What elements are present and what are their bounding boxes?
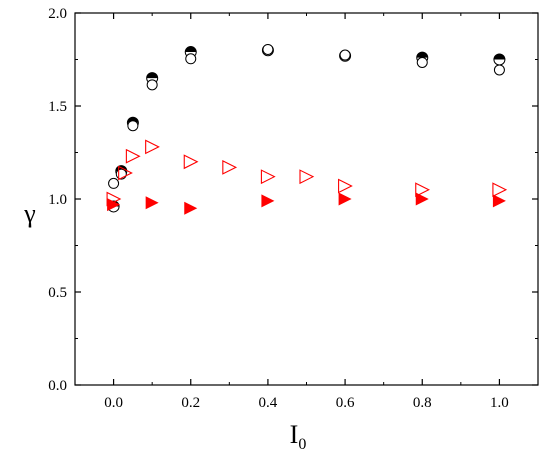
- y-tick-label: 2.0: [48, 6, 67, 22]
- x-axis-title-subscript: 0: [298, 436, 306, 453]
- x-tick-label: 0.2: [181, 395, 200, 411]
- open-circle-point: [108, 177, 120, 189]
- y-tick-label: 1.5: [48, 99, 67, 115]
- y-tick-label: 0.0: [48, 378, 67, 394]
- open-triangle-point: [222, 159, 238, 175]
- x-axis: 0.0 0.2 0.4 0.6 0.8 1.0: [74, 13, 539, 411]
- open-circle-point: [262, 43, 274, 55]
- open-triangle-point: [125, 148, 141, 164]
- filled-triangle-point: [338, 192, 352, 206]
- plot-frame: [74, 12, 539, 386]
- open-triangle-point: [415, 182, 430, 198]
- filled-triangle-point: [184, 201, 198, 215]
- y-axis-title: γ: [23, 199, 36, 228]
- x-tick-label: 0.4: [259, 395, 278, 411]
- open-triangle-point: [145, 139, 160, 155]
- filled-triangle-point: [145, 196, 159, 210]
- x-tick-label: 0.0: [104, 395, 123, 411]
- filled-triangle-point: [261, 194, 275, 208]
- open-triangle-point: [338, 178, 353, 194]
- open-triangle-point: [106, 191, 122, 207]
- x-axis-title: I0: [290, 420, 307, 453]
- open-circle-point: [146, 79, 158, 91]
- open-triangle-point: [183, 154, 199, 170]
- data-marks: [106, 43, 508, 215]
- x-tick-label: 0.8: [413, 395, 432, 411]
- filled-triangle-point: [415, 192, 429, 206]
- open-circle-point: [339, 49, 351, 61]
- half-filled-circle-fill: [146, 72, 158, 79]
- y-axis: 0.0 0.5 1.0 1.5 2.0: [48, 6, 538, 394]
- filled-triangle-point: [492, 194, 506, 208]
- y-tick-label: 0.5: [48, 285, 67, 301]
- half-filled-circle-fill: [185, 46, 197, 53]
- x-tick-label: 0.6: [336, 395, 355, 411]
- filled-triangle-point: [107, 198, 121, 212]
- open-circle-point: [127, 120, 139, 132]
- open-circle-point: [185, 53, 197, 65]
- open-triangle-point: [118, 165, 133, 181]
- half-filled-circle-fill: [493, 54, 505, 60]
- open-circle-point: [416, 57, 428, 68]
- open-circle-point: [493, 64, 505, 76]
- x-axis-title-main: I: [290, 420, 299, 449]
- half-filled-circle-fill: [416, 52, 428, 58]
- open-triangle-point: [260, 169, 276, 185]
- y-tick-label: 1.0: [48, 192, 67, 208]
- open-triangle-point: [492, 182, 508, 198]
- open-triangle-point: [299, 169, 315, 185]
- x-tick-label: 1.0: [490, 395, 509, 411]
